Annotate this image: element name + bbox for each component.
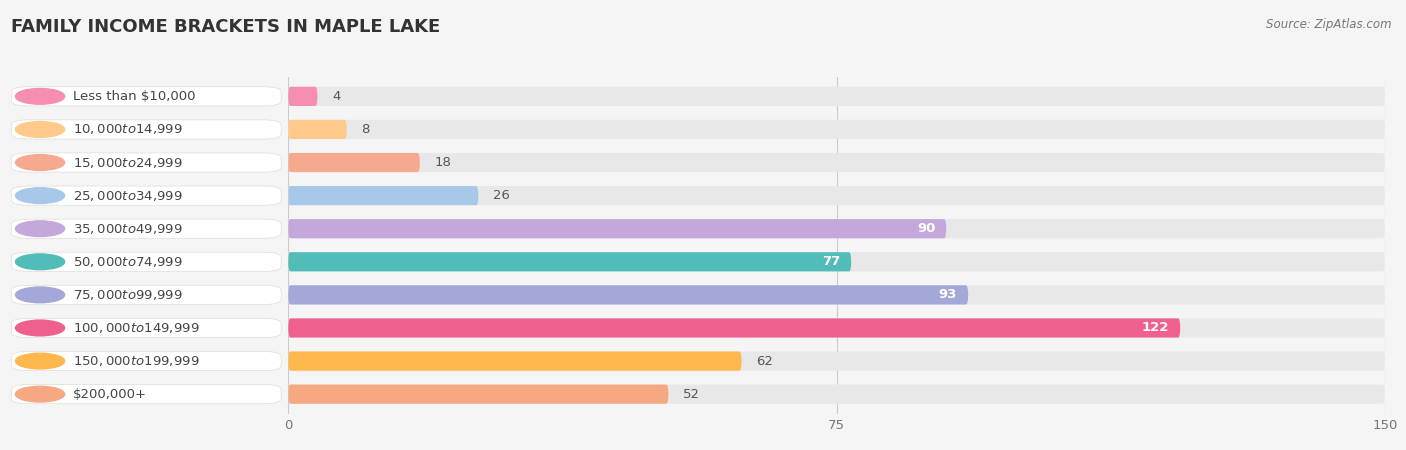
Text: Source: ZipAtlas.com: Source: ZipAtlas.com	[1267, 18, 1392, 31]
Text: $15,000 to $24,999: $15,000 to $24,999	[73, 156, 183, 170]
Text: $75,000 to $99,999: $75,000 to $99,999	[73, 288, 183, 302]
Text: $150,000 to $199,999: $150,000 to $199,999	[73, 354, 200, 368]
FancyBboxPatch shape	[288, 120, 347, 139]
FancyBboxPatch shape	[288, 153, 1385, 172]
FancyBboxPatch shape	[288, 319, 1385, 338]
Text: 62: 62	[756, 355, 773, 368]
Text: 93: 93	[939, 288, 957, 302]
FancyBboxPatch shape	[288, 219, 946, 239]
FancyBboxPatch shape	[288, 186, 1385, 205]
FancyBboxPatch shape	[288, 319, 1180, 338]
FancyBboxPatch shape	[288, 87, 1385, 106]
Text: 8: 8	[361, 123, 370, 136]
FancyBboxPatch shape	[288, 219, 1385, 239]
Text: 52: 52	[683, 387, 700, 400]
FancyBboxPatch shape	[288, 120, 1385, 139]
Text: $25,000 to $34,999: $25,000 to $34,999	[73, 189, 183, 202]
Text: Less than $10,000: Less than $10,000	[73, 90, 195, 103]
Text: 18: 18	[434, 156, 451, 169]
FancyBboxPatch shape	[288, 153, 420, 172]
FancyBboxPatch shape	[288, 186, 478, 205]
FancyBboxPatch shape	[288, 351, 1385, 371]
FancyBboxPatch shape	[288, 385, 1385, 404]
Text: 4: 4	[332, 90, 340, 103]
FancyBboxPatch shape	[288, 87, 318, 106]
Text: $50,000 to $74,999: $50,000 to $74,999	[73, 255, 183, 269]
Text: 26: 26	[494, 189, 510, 202]
Text: $100,000 to $149,999: $100,000 to $149,999	[73, 321, 200, 335]
FancyBboxPatch shape	[288, 252, 1385, 271]
Text: 122: 122	[1142, 321, 1170, 334]
Text: 77: 77	[823, 255, 841, 268]
FancyBboxPatch shape	[288, 252, 851, 271]
Text: $200,000+: $200,000+	[73, 387, 148, 400]
Text: $35,000 to $49,999: $35,000 to $49,999	[73, 222, 183, 236]
FancyBboxPatch shape	[288, 385, 668, 404]
Text: FAMILY INCOME BRACKETS IN MAPLE LAKE: FAMILY INCOME BRACKETS IN MAPLE LAKE	[11, 18, 440, 36]
FancyBboxPatch shape	[288, 285, 1385, 305]
FancyBboxPatch shape	[288, 351, 741, 371]
Text: 90: 90	[917, 222, 935, 235]
Text: $10,000 to $14,999: $10,000 to $14,999	[73, 122, 183, 136]
FancyBboxPatch shape	[288, 285, 969, 305]
